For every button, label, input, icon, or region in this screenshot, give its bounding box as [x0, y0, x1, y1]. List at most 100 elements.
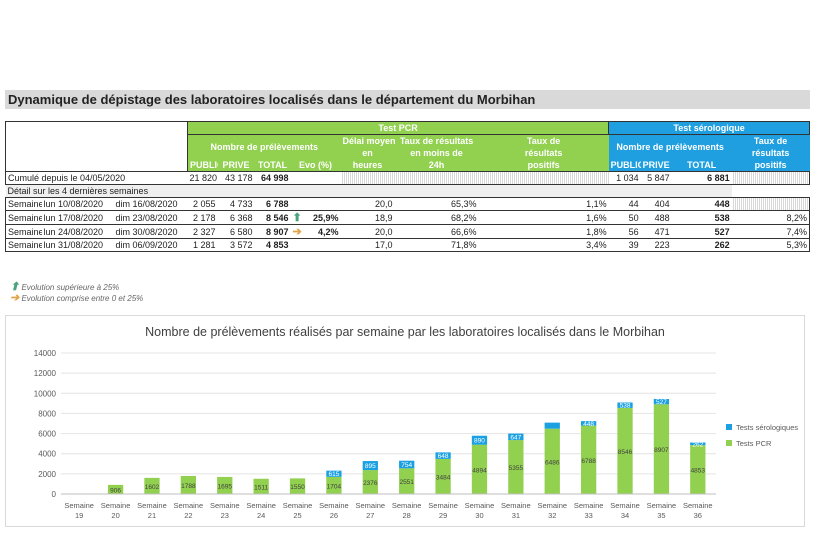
summary-table: Test PCR Test sérologique Nombre de prél… [4, 121, 810, 252]
cell-debut: lun 17/08/2020 [43, 212, 104, 223]
header-taux24-2: en moins de [394, 147, 479, 159]
header-sero: Test sérologique [608, 121, 810, 135]
cumul-prive: 43 178 [225, 173, 253, 183]
x-tick-label: Semaine [647, 501, 677, 510]
legend-swatch-pcr [726, 440, 732, 446]
x-tick-label: Semaine [64, 501, 94, 510]
cell-semaine: Semaine 33 [8, 199, 42, 209]
x-tick-label: 34 [621, 511, 629, 520]
cell-total: 6 788 [266, 199, 289, 209]
bar-pcr [144, 477, 160, 494]
bar-pcr [617, 407, 633, 494]
x-tick-label: 28 [403, 511, 411, 520]
cell-public: 1 281 [193, 240, 216, 250]
bar-pcr [289, 478, 306, 494]
x-tick-label: Semaine [537, 501, 567, 510]
evo-arrow-cell [291, 198, 311, 211]
y-tick-label: 10000 [34, 389, 57, 398]
bar-pcr [471, 444, 488, 494]
bar-sero [471, 435, 488, 445]
weekly-chart: Nombre de prélèvements réalisés par sema… [34, 325, 799, 520]
cumul-public: 21 820 [189, 173, 218, 183]
cell-s_taux: 7,4% [786, 226, 807, 237]
y-tick-label: 6000 [38, 430, 56, 439]
bar-pcr [326, 476, 342, 494]
bar-pcr [217, 476, 233, 494]
x-tick-label: 27 [366, 511, 374, 520]
cumul-row: Cumulé depuis le 04/05/2020 21 820 43 17… [5, 171, 810, 185]
evo-arrow-cell: ➔ [291, 225, 311, 239]
y-tick-label: 8000 [38, 409, 56, 418]
bar-pcr [180, 475, 197, 494]
cell-semaine: Semaine 35 [8, 226, 42, 237]
bar-pcr [253, 478, 269, 494]
header-tauxpos-1: Taux de [478, 134, 609, 147]
x-tick-label: 36 [694, 511, 702, 520]
cell-prive: 6 580 [230, 226, 253, 237]
cell-delai: 20,0 [375, 199, 393, 209]
x-tick-label: 19 [75, 511, 83, 520]
cell-evo [311, 239, 341, 252]
cumul-sero-prive: 5 847 [647, 173, 670, 183]
header-sero-total: TOTAL [671, 159, 732, 172]
table-row: Semaine 36lun 31/08/2020 dim 06/09/2020 1 … [5, 238, 810, 252]
bar-sero [399, 460, 415, 469]
cell-taux24: 66,6% [451, 226, 477, 237]
bar-pcr [435, 458, 451, 494]
cell-s_prive: 223 [654, 240, 670, 250]
bar-sero-label: 895 [365, 463, 376, 470]
x-tick-label: 32 [548, 511, 556, 520]
cell-debut: lun 31/08/2020 [43, 240, 104, 250]
header-tauxpos-3: positifs [478, 159, 609, 172]
cell-s_taux: 8,2% [786, 212, 807, 223]
cell-s_total: 527 [714, 226, 730, 237]
x-tick-label: 31 [512, 511, 520, 520]
bar-sero-label: 754 [401, 462, 412, 469]
cell-total: 8 907 [266, 226, 289, 237]
x-tick-label: 20 [111, 511, 119, 520]
y-tick-label: 0 [52, 490, 57, 499]
header-pcr: Test PCR [187, 121, 610, 135]
chart-title: Nombre de prélèvements réalisés par sema… [145, 325, 665, 339]
header-sero-public: PUBLIC [608, 159, 641, 172]
arrow-up-icon: ⬆ [10, 281, 20, 293]
bar-pcr [362, 470, 378, 494]
x-tick-label: Semaine [210, 501, 240, 510]
bar-pcr-label: 1788 [181, 483, 196, 490]
cell-delai: 20,0 [375, 226, 393, 237]
legend-label-pcr: Tests PCR [736, 439, 772, 448]
note-right: ➔ Evolution comprise entre 0 et 25% [10, 292, 144, 304]
header-delai-3: heures [340, 159, 395, 172]
cell-fin: dim 23/08/2020 [115, 212, 178, 223]
bar-sero-label: 647 [510, 434, 521, 441]
x-tick-label: Semaine [610, 501, 640, 510]
bar-sero [435, 452, 451, 459]
x-tick-label: Semaine [246, 501, 276, 510]
header-total: TOTAL [254, 159, 291, 172]
x-tick-label: Semaine [683, 501, 713, 510]
cell-s_taux: 5,3% [786, 240, 807, 250]
header-sero-taux-2: résultats [731, 147, 810, 159]
cell-debut: lun 24/08/2020 [43, 226, 104, 237]
bar-sero-label: 890 [474, 438, 485, 445]
cell-total: 4 853 [266, 240, 289, 250]
legend-label-sero: Tests sérologiques [736, 423, 798, 432]
bar-sero-label: 448 [583, 421, 594, 428]
x-tick-label: 25 [293, 511, 301, 520]
x-tick-label: Semaine [574, 501, 604, 510]
bar-sero [544, 422, 560, 429]
bar-sero [617, 402, 633, 408]
bar-pcr-label: 4853 [691, 468, 706, 475]
x-tick-label: 24 [257, 511, 265, 520]
table-row: Semaine 34lun 17/08/2020 dim 23/08/2020 2 … [5, 210, 810, 225]
header-public: PUBLIC [187, 159, 218, 172]
cell-evo: 4,2% [318, 226, 339, 237]
bar-pcr-label: 1704 [327, 483, 342, 490]
cell-delai: 17,0 [375, 240, 393, 250]
header-nb-prelevements: Nombre de prélèvements [187, 134, 341, 159]
cell-taux24: 65,3% [451, 199, 477, 209]
bar-pcr [580, 425, 597, 494]
cell-evo [311, 198, 341, 211]
cell-s_total: 262 [714, 240, 730, 250]
arrow-right-icon: ➔ [292, 226, 302, 238]
